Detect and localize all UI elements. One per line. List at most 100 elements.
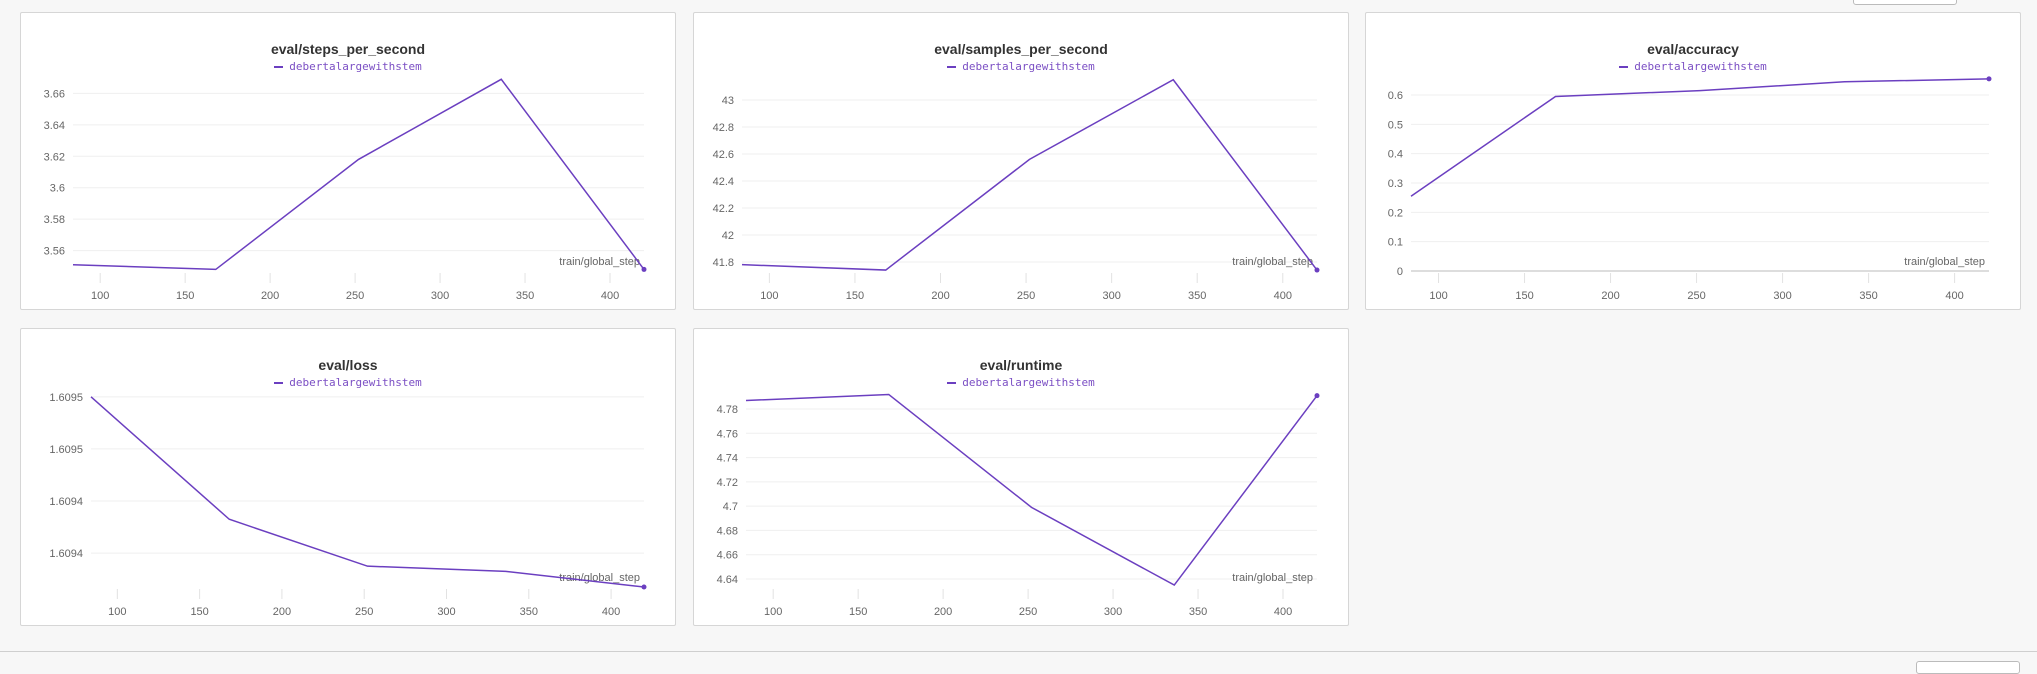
series-line xyxy=(1410,78,1990,197)
chart-panel: eval/samples_per_second debertalargewith… xyxy=(693,12,1349,310)
y-tick-label: 4.66 xyxy=(717,550,738,562)
legend-label: debertalargewithstem xyxy=(289,376,422,389)
x-tick-label: 350 xyxy=(1189,606,1207,618)
chart-plot: 0 0.1 0.2 0.3 0.4 0.5 0.6 100 150 200 250 300 350 400… xyxy=(1388,76,1992,302)
legend-swatch xyxy=(274,382,284,384)
y-tick-label: 4.7 xyxy=(723,501,738,513)
data-point xyxy=(1314,267,1320,273)
series-line xyxy=(745,393,1318,587)
legend[interactable]: debertalargewithstem xyxy=(1366,60,2020,73)
x-tick-label: 150 xyxy=(190,606,208,618)
x-tick-label: 200 xyxy=(934,606,952,618)
x-axis-label: train/global_step xyxy=(559,572,640,584)
x-tick-label: 300 xyxy=(1102,290,1120,302)
y-tick-label: 1.6095 xyxy=(49,444,83,456)
x-tick-label: 300 xyxy=(437,606,455,618)
x-tick-label: 100 xyxy=(760,290,778,302)
chart-title: eval/steps_per_second xyxy=(270,41,426,57)
y-tick-label: 1.6094 xyxy=(49,548,83,560)
legend-swatch xyxy=(1619,66,1629,68)
y-tick-label: 41.8 xyxy=(713,257,734,269)
x-tick-label: 100 xyxy=(91,290,109,302)
y-tick-label: 3.6 xyxy=(50,183,65,195)
y-tick-label: 4.72 xyxy=(717,477,738,489)
y-tick-label: 42.4 xyxy=(713,176,734,188)
y-tick-label: 0.3 xyxy=(1388,178,1403,190)
x-tick-label: 200 xyxy=(273,606,291,618)
chart-panel: eval/steps_per_second debertalargewithst… xyxy=(20,12,676,310)
series-line xyxy=(741,78,1318,271)
y-tick-label: 3.58 xyxy=(44,214,65,226)
x-tick-label: 100 xyxy=(1429,290,1447,302)
y-tick-label: 0.2 xyxy=(1388,207,1403,219)
legend[interactable]: debertalargewithstem xyxy=(694,376,1348,389)
x-tick-label: 350 xyxy=(520,606,538,618)
y-tick-label: 4.78 xyxy=(717,404,738,416)
legend[interactable]: debertalargewithstem xyxy=(694,60,1348,73)
chart-panel: eval/loss debertalargewithstem 1.6094 1.60… xyxy=(20,328,676,626)
y-tick-label: 1.6095 xyxy=(49,392,83,404)
x-tick-label: 150 xyxy=(176,290,194,302)
data-point xyxy=(1314,393,1320,399)
series-line xyxy=(90,396,645,588)
x-tick-label: 200 xyxy=(931,290,949,302)
y-tick-label: 42.6 xyxy=(713,149,734,161)
x-tick-label: 250 xyxy=(355,606,373,618)
y-tick-label: 3.56 xyxy=(44,246,65,258)
x-tick-label: 400 xyxy=(601,290,619,302)
chart-panel: eval/runtime debertalargewithstem 4.64 4.6… xyxy=(693,328,1349,626)
x-axis-label: train/global_step xyxy=(1232,572,1313,584)
legend[interactable]: debertalargewithstem xyxy=(21,60,675,73)
y-tick-label: 42 xyxy=(722,230,734,242)
y-tick-label: 4.74 xyxy=(717,453,738,465)
x-tick-label: 350 xyxy=(1859,290,1877,302)
y-tick-label: 0.4 xyxy=(1388,149,1403,161)
chart-title: eval/runtime xyxy=(979,357,1063,373)
x-tick-label: 150 xyxy=(849,606,867,618)
y-tick-label: 4.76 xyxy=(717,428,738,440)
x-axis-label: train/global_step xyxy=(1904,256,1985,268)
section-divider xyxy=(0,651,2037,652)
x-tick-label: 400 xyxy=(1274,290,1292,302)
y-tick-label: 42.2 xyxy=(713,203,734,215)
x-axis-label: train/global_step xyxy=(1232,256,1313,268)
x-tick-label: 300 xyxy=(431,290,449,302)
x-tick-label: 250 xyxy=(346,290,364,302)
legend-swatch xyxy=(947,382,957,384)
x-tick-label: 400 xyxy=(602,606,620,618)
y-tick-label: 0.5 xyxy=(1388,119,1403,131)
legend[interactable]: debertalargewithstem xyxy=(21,376,675,389)
data-point xyxy=(1986,76,1992,82)
data-point xyxy=(641,584,647,590)
x-tick-label: 400 xyxy=(1945,290,1963,302)
legend-label: debertalargewithstem xyxy=(1634,60,1767,73)
legend-swatch xyxy=(947,66,957,68)
x-tick-label: 150 xyxy=(846,290,864,302)
y-tick-label: 0.1 xyxy=(1388,237,1403,249)
legend-label: debertalargewithstem xyxy=(289,60,422,73)
legend-label: debertalargewithstem xyxy=(962,376,1095,389)
chart-plot: 4.64 4.66 4.68 4.7 4.72 4.74 4.76 4.78 100 150 200… xyxy=(717,393,1320,618)
x-tick-label: 400 xyxy=(1274,606,1292,618)
y-tick-label: 4.64 xyxy=(717,574,738,586)
chart-title: eval/loss xyxy=(318,357,378,373)
x-tick-label: 300 xyxy=(1773,290,1791,302)
y-tick-label: 4.68 xyxy=(717,525,738,537)
x-tick-label: 350 xyxy=(1188,290,1206,302)
y-tick-label: 0 xyxy=(1397,266,1403,278)
x-tick-label: 200 xyxy=(1601,290,1619,302)
x-tick-label: 300 xyxy=(1104,606,1122,618)
series-line xyxy=(72,78,645,271)
top-toolbar-button[interactable] xyxy=(1853,0,1957,5)
chart-plot: 3.56 3.58 3.6 3.62 3.64 3.66 100 150 200 250 300 35… xyxy=(44,78,647,302)
y-tick-label: 1.6094 xyxy=(49,496,83,508)
x-tick-label: 200 xyxy=(261,290,279,302)
y-tick-label: 43 xyxy=(722,95,734,107)
data-point xyxy=(641,266,647,272)
y-tick-label: 3.62 xyxy=(44,151,65,163)
x-tick-label: 100 xyxy=(764,606,782,618)
chart-plot: 41.8 42 42.2 42.4 42.6 42.8 43 100 150 200 250 300 3… xyxy=(713,78,1320,302)
x-tick-label: 250 xyxy=(1019,606,1037,618)
y-tick-label: 3.66 xyxy=(44,88,65,100)
x-axis-label: train/global_step xyxy=(559,256,640,268)
